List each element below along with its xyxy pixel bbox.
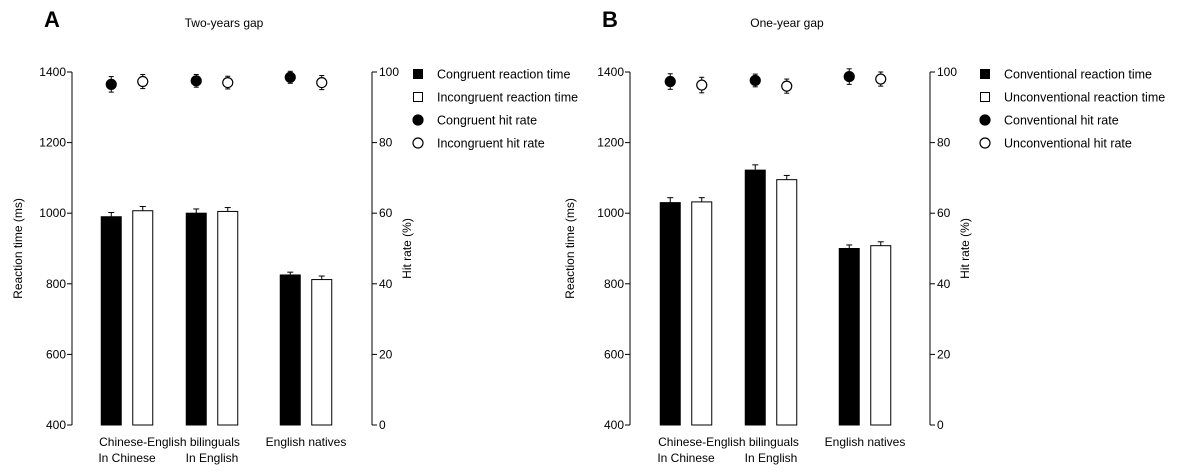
panel-label: A xyxy=(44,7,60,32)
y-tick-label-left: 1400 xyxy=(597,65,624,79)
x-tick-label: English natives xyxy=(266,435,347,449)
y-tick-label-right: 60 xyxy=(937,206,951,220)
y-tick-label-right: 100 xyxy=(937,65,957,79)
y-axis-label-right: Hit rate (%) xyxy=(400,218,414,279)
legend-swatch xyxy=(412,137,424,149)
legend-label: Incongruent hit rate xyxy=(437,137,545,151)
bar-first-2 xyxy=(279,274,301,426)
bar-second-1 xyxy=(776,179,798,426)
legend-swatch xyxy=(413,69,423,79)
x-tick-label: English natives xyxy=(825,435,906,449)
y-tick-label-right: 40 xyxy=(937,277,951,291)
hit-rate-point-second-2 xyxy=(875,73,887,85)
hit-rate-point-first-2 xyxy=(843,70,855,83)
hit-rate-point-second-2 xyxy=(316,76,328,89)
legend-swatch xyxy=(412,114,424,126)
hit-rate-point-first-0 xyxy=(105,78,117,90)
y-tick-label-right: 80 xyxy=(379,136,393,150)
y-tick-label-right: 100 xyxy=(379,65,399,79)
bar-second-0 xyxy=(691,201,713,426)
y-tick-label-left: 600 xyxy=(46,347,66,361)
x-tick-label: In English xyxy=(745,451,798,465)
legend-label: Congruent reaction time xyxy=(437,68,570,82)
y-tick-label-right: 0 xyxy=(379,418,386,432)
hit-rate-point-first-0 xyxy=(664,75,676,88)
y-tick-label-left: 1000 xyxy=(597,206,624,220)
legend-label: Congruent hit rate xyxy=(437,114,537,128)
y-tick-label-left: 400 xyxy=(604,418,624,432)
hit-rate-point-first-1 xyxy=(190,75,202,87)
bar-first-0 xyxy=(100,216,122,426)
bar-first-0 xyxy=(659,202,681,426)
legend-label: Conventional reaction time xyxy=(1004,68,1152,82)
legend-swatch xyxy=(979,137,991,149)
legend-swatch xyxy=(980,92,990,102)
chart-title: Two-years gap xyxy=(185,16,264,30)
chart-panel-b: B One-year gap 400 600 800 1000 1200 1400 0 20 40 6… xyxy=(563,7,1165,465)
y-tick-label-right: 60 xyxy=(379,206,393,220)
hit-rate-point-first-2 xyxy=(284,71,296,83)
bar-first-1 xyxy=(185,212,207,426)
y-axis-label-right: Hit rate (%) xyxy=(958,218,972,279)
legend-label: Unconventional hit rate xyxy=(1004,137,1132,151)
y-tick-label-left: 400 xyxy=(46,418,66,432)
bar-second-0 xyxy=(132,210,154,426)
x-group-header: Chinese-English bilinguals xyxy=(99,435,240,449)
y-tick-label-left: 1200 xyxy=(597,136,624,150)
bar-second-1 xyxy=(217,210,239,426)
legend-swatch xyxy=(979,114,991,126)
y-axis-label-left: Reaction time (ms) xyxy=(563,198,577,299)
panel-label: B xyxy=(602,7,618,32)
x-group-header: Chinese-English bilinguals xyxy=(658,435,799,449)
bar-second-2 xyxy=(870,245,892,426)
y-axis-label-left: Reaction time (ms) xyxy=(11,198,25,299)
x-tick-label: In Chinese xyxy=(98,451,156,465)
bar-first-2 xyxy=(838,248,860,426)
chart-title: One-year gap xyxy=(750,16,824,30)
legend-label: Unconventional reaction time xyxy=(1004,91,1165,105)
hit-rate-point-second-1 xyxy=(781,80,793,92)
x-tick-label: In English xyxy=(186,451,239,465)
y-tick-label-left: 800 xyxy=(604,277,624,291)
bar-first-1 xyxy=(744,169,766,426)
y-tick-label-right: 80 xyxy=(937,136,951,150)
hit-rate-point-second-1 xyxy=(222,76,234,89)
hit-rate-point-second-0 xyxy=(137,75,149,88)
y-tick-label-right: 20 xyxy=(937,347,951,361)
hit-rate-point-first-1 xyxy=(749,74,761,87)
legend-label: Incongruent reaction time xyxy=(437,91,578,105)
chart-panel-a: A Two-years gap 400 600 800 1000 1200 1400 0 20 40… xyxy=(11,7,578,465)
y-tick-label-right: 40 xyxy=(379,277,393,291)
y-tick-label-left: 1200 xyxy=(39,136,66,150)
legend-label: Conventional hit rate xyxy=(1004,114,1119,128)
y-tick-label-left: 1000 xyxy=(39,206,66,220)
y-tick-label-right: 20 xyxy=(379,347,393,361)
y-tick-label-left: 1400 xyxy=(39,65,66,79)
y-tick-label-left: 800 xyxy=(46,277,66,291)
y-tick-label-left: 600 xyxy=(604,347,624,361)
hit-rate-point-second-0 xyxy=(696,79,708,91)
legend-swatch xyxy=(413,92,423,102)
x-tick-label: In Chinese xyxy=(657,451,715,465)
y-tick-label-right: 0 xyxy=(937,418,944,432)
legend-swatch xyxy=(980,69,990,79)
bar-second-2 xyxy=(311,279,333,426)
